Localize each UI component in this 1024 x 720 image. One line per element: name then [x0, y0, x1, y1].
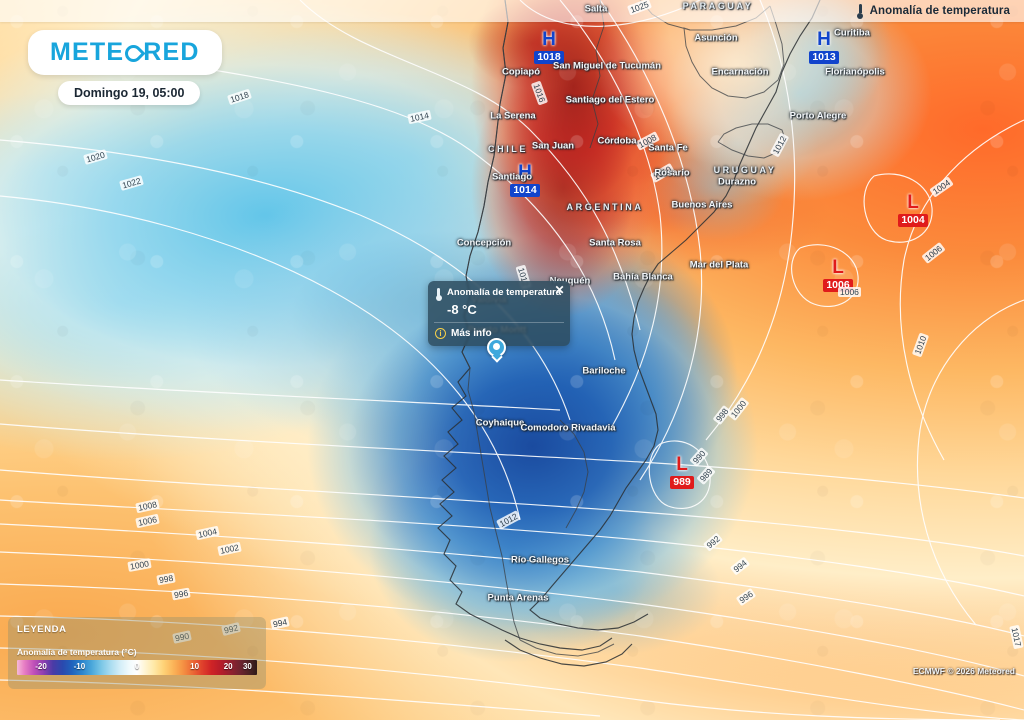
- legend-tick: 0: [134, 662, 140, 671]
- legend-heading: LEYENDA: [17, 624, 67, 635]
- pressure-value: 1004: [898, 214, 928, 227]
- map-info-popup[interactable]: Anomalía de temperatura -8 °C i Más info…: [428, 281, 570, 346]
- popup-value: -8 °C: [447, 302, 477, 317]
- map-layer-title: Anomalía de temperatura: [869, 5, 1010, 17]
- pressure-type-glyph: L: [907, 192, 919, 213]
- meteored-logo[interactable]: METE RED: [28, 30, 222, 75]
- pressure-type-glyph: H: [817, 29, 831, 50]
- legend-tick: 30: [242, 662, 252, 671]
- pressure-value: 989: [670, 476, 694, 489]
- pressure-type-glyph: H: [542, 29, 556, 50]
- legend-tick: 10: [190, 662, 200, 671]
- high-pressure-marker: H 1013: [799, 29, 849, 65]
- pressure-type-glyph: H: [518, 162, 532, 183]
- thermometer-icon: [435, 288, 442, 301]
- legend-tick: -20: [35, 662, 47, 671]
- logo-text-left: METE: [50, 38, 125, 66]
- water-drop-icon: [121, 41, 146, 66]
- map-pin-icon[interactable]: [487, 338, 506, 363]
- legend-tick: 20: [223, 662, 233, 671]
- pressure-value: 1013: [809, 51, 839, 64]
- more-info-button[interactable]: i Más info: [428, 323, 570, 346]
- logo-text-right: RED: [143, 38, 200, 66]
- high-pressure-marker: H 1018: [524, 29, 574, 65]
- legend-panel: LEYENDA Anomalía de temperatura (°C) -20…: [8, 617, 266, 689]
- low-pressure-marker: L 989: [657, 454, 707, 490]
- map-layer-titlebar: Anomalía de temperatura: [0, 0, 1024, 22]
- popup-divider: [434, 322, 564, 323]
- isobar-label: 1006: [838, 287, 861, 297]
- popup-title: Anomalía de temperatura: [447, 287, 562, 298]
- legend-tick: -10: [73, 662, 86, 671]
- info-circle-icon: i: [435, 328, 446, 339]
- legend-subtitle: Anomalía de temperatura (°C): [17, 647, 137, 657]
- pressure-value: 1014: [510, 184, 540, 197]
- close-icon[interactable]: ✕: [554, 283, 565, 297]
- pressure-type-glyph: L: [832, 257, 844, 278]
- forecast-timestamp: Domingo 19, 05:00: [58, 81, 201, 105]
- pressure-value: 1018: [534, 51, 564, 64]
- more-info-label: Más info: [451, 328, 492, 339]
- pressure-type-glyph: L: [676, 454, 688, 475]
- low-pressure-marker: L 1004: [888, 192, 938, 228]
- high-pressure-marker: H 1014: [500, 162, 550, 198]
- thermometer-icon: [856, 3, 865, 19]
- map-attribution: ECMWF © 2026 Meteored: [912, 666, 1015, 676]
- legend-colorbar: -20 -10 0 10 20 30: [17, 660, 257, 675]
